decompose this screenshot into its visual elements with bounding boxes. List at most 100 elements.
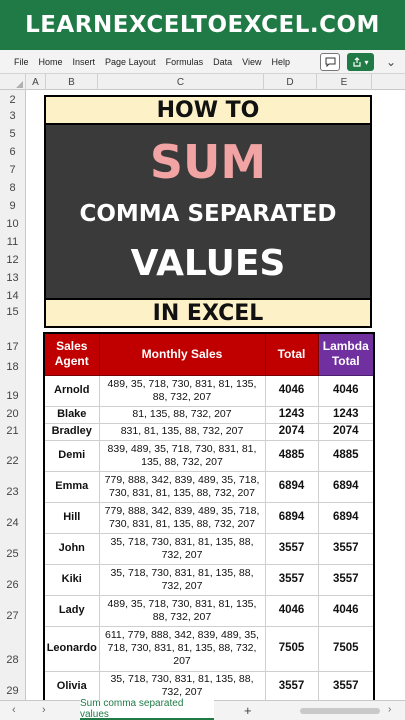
cell-sales[interactable]: 489, 35, 718, 730, 831, 81, 135, 88, 732… [98, 374, 266, 407]
row-header[interactable]: 8 [9, 182, 16, 194]
row-header[interactable]: 10 [6, 218, 19, 230]
row-header[interactable]: 15 [6, 306, 19, 318]
cell-total[interactable]: 3557 [264, 670, 319, 703]
cell-lambda[interactable]: 7505 [317, 625, 375, 672]
comment-icon[interactable] [320, 53, 340, 71]
table-row: Lady 489, 35, 718, 730, 831, 81, 135, 88… [43, 594, 375, 627]
cell-total[interactable]: 6894 [264, 470, 319, 503]
chevron-down-icon[interactable]: ⌄ [385, 55, 397, 69]
row-header[interactable]: 14 [6, 290, 19, 302]
cell-agent[interactable]: Emma [43, 470, 100, 503]
cell-lambda[interactable]: 4885 [317, 439, 375, 472]
row-header[interactable]: 7 [9, 164, 16, 176]
cell-agent[interactable]: Kiki [43, 563, 100, 596]
cell-sales[interactable]: 779, 888, 342, 839, 489, 35, 718, 730, 8… [98, 501, 266, 534]
row-header[interactable]: 5 [9, 128, 16, 140]
cell-total[interactable]: 4046 [264, 374, 319, 407]
cell-total[interactable]: 4046 [264, 594, 319, 627]
sheet-tabs-bar: ‹ › Sum comma separated values + › [0, 698, 405, 720]
tab-insert[interactable]: Insert [72, 56, 96, 67]
tab-view[interactable]: View [242, 56, 262, 67]
row-header[interactable]: 3 [9, 110, 16, 122]
cell-lambda[interactable]: 4046 [317, 594, 375, 627]
cell-total[interactable]: 4885 [264, 439, 319, 472]
add-sheet-button[interactable]: + [244, 703, 252, 718]
cell-sales[interactable]: 489, 35, 718, 730, 831, 81, 135, 88, 732… [98, 594, 266, 627]
row-header[interactable]: 25 [6, 548, 19, 560]
horizontal-scrollbar[interactable] [300, 708, 380, 714]
cell-lambda[interactable]: 3557 [317, 532, 375, 565]
cell-agent[interactable]: Lady [43, 594, 100, 627]
cell-agent[interactable]: Blake [43, 405, 100, 424]
cell-sales[interactable]: 35, 718, 730, 831, 81, 135, 88, 732, 207 [98, 532, 266, 565]
row-header[interactable]: 12 [6, 254, 19, 266]
row-header[interactable]: 6 [9, 146, 16, 158]
cell-sales[interactable]: 81, 135, 88, 732, 207 [98, 405, 266, 424]
cell-total[interactable]: 3557 [264, 532, 319, 565]
cell-lambda[interactable]: 3557 [317, 563, 375, 596]
cell-total[interactable]: 7505 [264, 625, 319, 672]
column-header-e[interactable]: E [317, 74, 372, 90]
sheet-tab-active[interactable]: Sum comma separated values [80, 698, 214, 720]
cell-lambda[interactable]: 2074 [317, 422, 375, 441]
cell-sales[interactable]: 839, 489, 35, 718, 730, 831, 81, 135, 88… [98, 439, 266, 472]
row-header[interactable]: 21 [6, 425, 19, 437]
header-monthly-sales[interactable]: Monthly Sales [98, 332, 266, 376]
column-header-c[interactable]: C [98, 74, 264, 90]
select-all-corner[interactable] [0, 74, 26, 90]
tab-file[interactable]: File [14, 56, 29, 67]
cell-agent[interactable]: Bradley [43, 422, 100, 441]
row-header[interactable]: 20 [6, 408, 19, 420]
row-header[interactable]: 23 [6, 486, 19, 498]
cell-total[interactable]: 2074 [264, 422, 319, 441]
cell-agent[interactable]: Hill [43, 501, 100, 534]
cell-sales[interactable]: 35, 718, 730, 831, 81, 135, 88, 732, 207 [98, 563, 266, 596]
column-header-a[interactable]: A [26, 74, 46, 90]
column-header-d[interactable]: D [264, 74, 317, 90]
cell-sales[interactable]: 611, 779, 888, 342, 839, 489, 35, 718, 7… [98, 625, 266, 672]
scroll-right-icon[interactable]: › [388, 704, 392, 715]
row-header[interactable]: 26 [6, 579, 19, 591]
table-row: Bradley 831, 81, 135, 88, 732, 207 2074 … [43, 422, 375, 441]
cell-agent[interactable]: Olivia [43, 670, 100, 703]
tab-help[interactable]: Help [271, 56, 290, 67]
cell-lambda[interactable]: 6894 [317, 501, 375, 534]
row-header[interactable]: 29 [6, 685, 19, 697]
cell-sales[interactable]: 35, 718, 730, 831, 81, 135, 88, 732, 207 [98, 670, 266, 703]
cell-agent[interactable]: Leonardo [43, 625, 100, 672]
tab-home[interactable]: Home [38, 56, 63, 67]
cell-sales[interactable]: 779, 888, 342, 839, 489, 35, 718, 730, 8… [98, 470, 266, 503]
cell-lambda[interactable]: 6894 [317, 470, 375, 503]
cell-total[interactable]: 6894 [264, 501, 319, 534]
row-header[interactable]: 2 [9, 94, 16, 106]
header-sales-agent[interactable]: Sales Agent [43, 332, 100, 376]
share-icon[interactable]: ▾ [347, 53, 374, 71]
row-header[interactable]: 18 [6, 361, 19, 373]
row-header[interactable]: 13 [6, 272, 19, 284]
row-header[interactable]: 27 [6, 610, 19, 622]
row-header[interactable]: 24 [6, 517, 19, 529]
tab-data[interactable]: Data [213, 56, 233, 67]
column-header-b[interactable]: B [46, 74, 98, 90]
chevron-left-icon[interactable]: ‹ [12, 704, 16, 716]
cell-agent[interactable]: John [43, 532, 100, 565]
cell-total[interactable]: 3557 [264, 563, 319, 596]
tab-page-layout[interactable]: Page Layout [105, 56, 156, 67]
row-header[interactable]: 28 [6, 654, 19, 666]
row-header[interactable]: 17 [6, 341, 19, 353]
cell-lambda[interactable]: 1243 [317, 405, 375, 424]
cell-agent[interactable]: Arnold [43, 374, 100, 407]
row-header[interactable]: 19 [6, 390, 19, 402]
cell-sales[interactable]: 831, 81, 135, 88, 732, 207 [98, 422, 266, 441]
header-total[interactable]: Total [264, 332, 319, 376]
tab-formulas[interactable]: Formulas [165, 56, 204, 67]
cell-total[interactable]: 1243 [264, 405, 319, 424]
row-header[interactable]: 9 [9, 200, 16, 212]
row-header[interactable]: 11 [6, 236, 19, 248]
header-lambda-total[interactable]: Lambda Total [317, 332, 375, 376]
chevron-right-icon[interactable]: › [42, 704, 46, 716]
cell-lambda[interactable]: 4046 [317, 374, 375, 407]
row-header[interactable]: 22 [6, 455, 19, 467]
cell-agent[interactable]: Demi [43, 439, 100, 472]
cell-lambda[interactable]: 3557 [317, 670, 375, 703]
